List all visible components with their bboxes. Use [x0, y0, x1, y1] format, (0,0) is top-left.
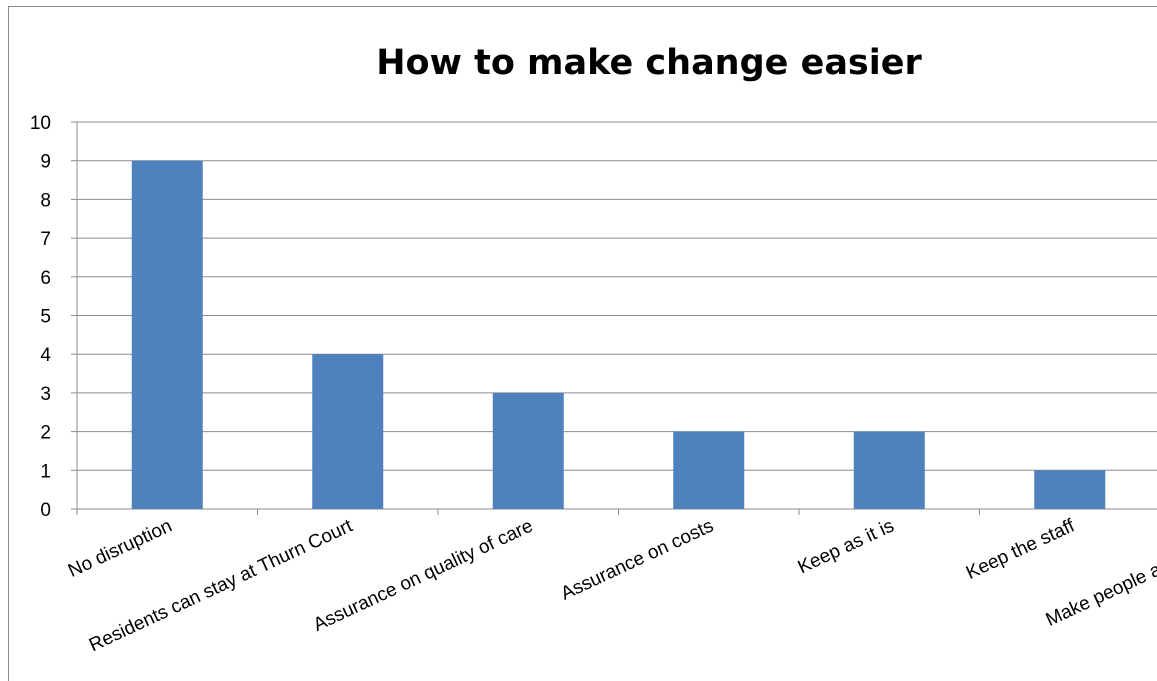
y-tick-label: 1: [40, 461, 51, 482]
bar: [853, 431, 925, 509]
y-tick-label: 5: [40, 307, 51, 328]
bar: [673, 431, 745, 509]
bar: [312, 354, 384, 509]
bar: [131, 160, 203, 509]
y-tick-label: 6: [40, 268, 51, 289]
category-label: Keep the staff: [963, 515, 1078, 584]
category-label: No disruption: [65, 515, 175, 581]
y-tick-label: 4: [40, 345, 51, 366]
y-tick-label: 8: [40, 190, 51, 211]
bar: [492, 392, 564, 509]
y-tick-label: 0: [40, 500, 51, 521]
bar: [1034, 470, 1106, 509]
category-label: Keep as it is: [795, 515, 898, 578]
y-tick-label: 2: [40, 423, 51, 444]
y-tick-label: 9: [40, 152, 51, 173]
chart-title: How to make change easier: [376, 43, 922, 83]
y-tick-label: 3: [40, 384, 51, 405]
category-label: Assurance on costs: [558, 515, 717, 604]
y-tick-label: 7: [40, 229, 51, 250]
y-tick-label: 10: [30, 113, 51, 134]
